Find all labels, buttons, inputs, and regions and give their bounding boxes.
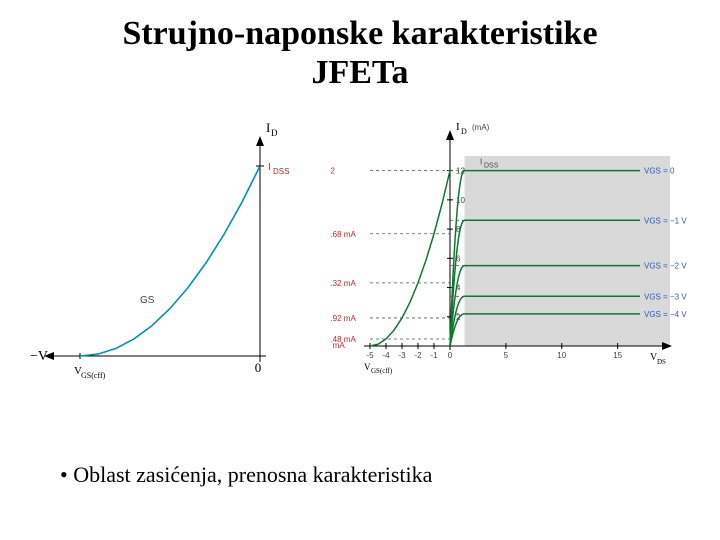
svg-text:12: 12 [330,167,335,176]
left-chart: IDIDSSGS−V0VGS(cff) [30,116,310,386]
svg-text:DSS: DSS [484,163,499,170]
svg-text:15: 15 [613,351,622,360]
svg-text:(mA): (mA) [472,123,490,132]
svg-text:D: D [461,127,467,136]
bullet-text: • Oblast zasićenja, prenosna karakterist… [60,462,432,488]
right-chart: 24681012-5-4-3-2-1051015VGS = 0VGS = −1 … [330,116,690,386]
svg-text:-5: -5 [366,351,374,360]
svg-text:1.92 mA: 1.92 mA [330,314,356,323]
svg-text:VGS = −2 V: VGS = −2 V [644,262,687,271]
svg-text:I: I [480,158,482,167]
svg-text:4.32 mA: 4.32 mA [330,279,356,288]
svg-text:-2: -2 [414,351,422,360]
svg-text:I: I [456,121,460,133]
svg-text:5: 5 [504,351,509,360]
svg-text:VGS = −4 V: VGS = −4 V [644,310,687,319]
svg-text:10: 10 [557,351,566,360]
svg-text:DSS: DSS [273,167,289,176]
svg-text:-1: -1 [430,351,438,360]
svg-text:D: D [271,128,278,138]
svg-text:7.68 mA: 7.68 mA [330,230,356,239]
svg-text:GS(cff): GS(cff) [81,371,106,380]
svg-text:I: I [266,120,270,135]
svg-text:-4: -4 [382,351,390,360]
svg-text:GS(cff): GS(cff) [371,367,393,375]
charts-row: IDIDSSGS−V0VGS(cff) 24681012-5-4-3-2-105… [0,92,720,386]
svg-text:−V: −V [30,349,48,364]
page-title: Strujno-naponske karakteristike JFETa [0,0,720,92]
svg-text:VGS = 0: VGS = 0 [644,167,675,176]
svg-text:DS: DS [657,358,666,366]
svg-text:0: 0 [255,360,262,375]
svg-text:GS: GS [140,295,155,306]
svg-text:I: I [268,162,271,173]
title-line1: Strujno-naponske karakteristike [122,15,597,52]
svg-text:VGS = −1 V: VGS = −1 V [644,216,687,225]
svg-text:0 mA: 0 mA [330,341,345,350]
svg-text:0: 0 [448,351,453,360]
svg-text:V: V [364,362,371,372]
svg-text:-3: -3 [398,351,406,360]
title-line2: JFETa [311,54,408,91]
svg-text:VGS = −3 V: VGS = −3 V [644,292,687,301]
